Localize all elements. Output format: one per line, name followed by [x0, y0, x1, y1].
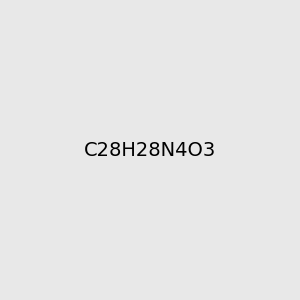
Text: C28H28N4O3: C28H28N4O3: [84, 140, 216, 160]
